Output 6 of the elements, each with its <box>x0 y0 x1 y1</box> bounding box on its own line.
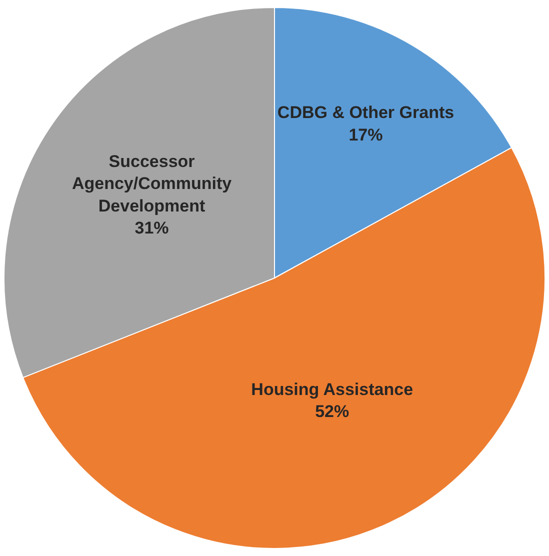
data-label: 17% <box>348 125 383 144</box>
slice-label: Housing Assistance <box>251 380 414 399</box>
slice-label: CDBG & Other Grants <box>277 103 454 122</box>
data-label: 52% <box>315 402 350 421</box>
data-label: 31% <box>134 218 169 238</box>
slice-label: Successor Agency/Community Development <box>72 152 232 216</box>
